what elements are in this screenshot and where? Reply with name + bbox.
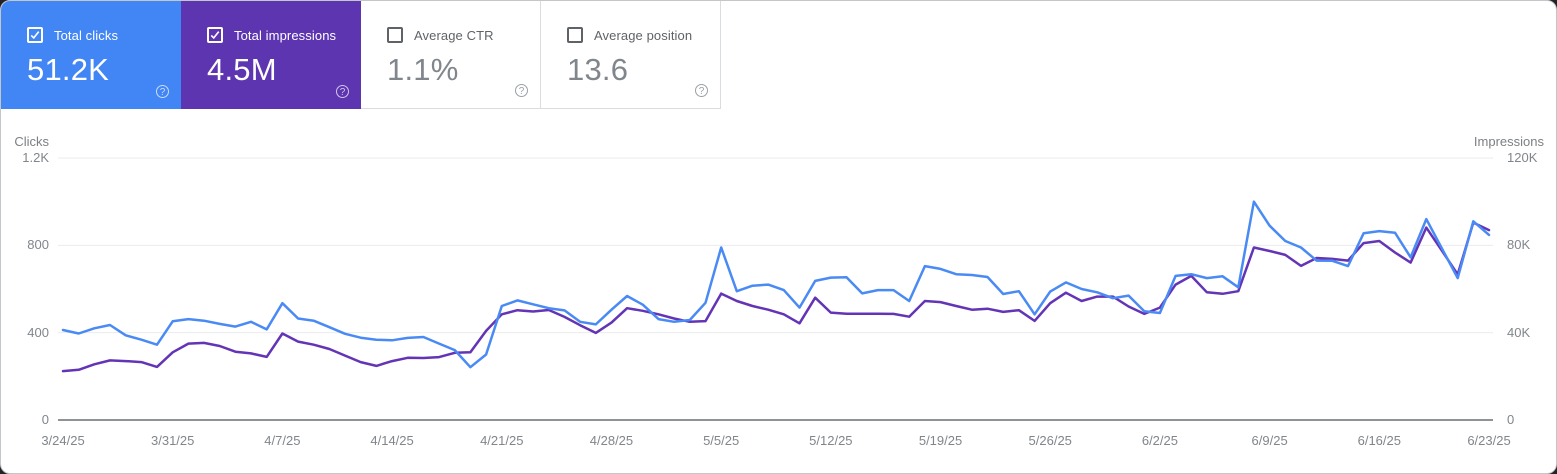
date-tick-label: 5/26/25 (1028, 433, 1072, 448)
metric-card-label: Average position (594, 27, 693, 43)
date-tick-label: 5/5/25 (703, 433, 740, 448)
date-tick-label: 6/9/25 (1251, 433, 1288, 448)
date-tick-label: 3/31/25 (151, 433, 195, 448)
date-tick-label: 6/23/25 (1467, 433, 1511, 448)
date-tick-label: 4/14/25 (370, 433, 414, 448)
performance-chart[interactable]: Clicks Impressions 1.2K 120K 800 80K 400 40K 0… (1, 109, 1557, 474)
metric-cards: Total clicks 51.2K ? Total impressions 4… (1, 1, 721, 109)
help-icon[interactable]: ? (156, 85, 169, 98)
metric-card-value: 4.5M (207, 52, 277, 87)
total-impressions-line[interactable] (61, 221, 1491, 373)
metric-card-value: 1.1% (387, 52, 459, 87)
date-tick-label: 4/21/25 (480, 433, 524, 448)
total-clicks-line[interactable] (61, 200, 1491, 369)
help-icon[interactable]: ? (695, 84, 708, 97)
right-axis-tick-label: 80K (1507, 237, 1531, 253)
metric-card-average-ctr[interactable]: Average CTR 1.1% ? (361, 1, 541, 109)
metric-card-value: 13.6 (567, 52, 629, 87)
right-axis-tick-label: 40K (1507, 324, 1531, 340)
left-axis-tick-label: 800 (27, 237, 49, 253)
date-tick-label: 6/16/25 (1357, 433, 1401, 448)
checkbox-checked-icon[interactable] (27, 27, 43, 43)
left-axis-tick-label: 0 (41, 412, 49, 427)
checkbox-checked-icon[interactable] (207, 27, 223, 43)
checkbox-unchecked-icon[interactable] (567, 27, 583, 43)
date-tick-label: 6/2/25 (1141, 433, 1178, 448)
metric-card-header: Total clicks (1, 1, 181, 43)
left-axis-tick-label: 400 (27, 324, 49, 340)
chart-plot-area[interactable] (1, 109, 1557, 474)
help-icon[interactable]: ? (515, 84, 528, 97)
metric-card-average-position[interactable]: Average position 13.6 ? (541, 1, 721, 109)
date-tick-label: 4/7/25 (264, 433, 301, 448)
metric-card-header: Average position (541, 1, 720, 43)
left-axis-title: Clicks (14, 134, 49, 149)
metric-card-value: 51.2K (27, 52, 110, 87)
metric-card-total-impressions[interactable]: Total impressions 4.5M ? (181, 1, 361, 109)
right-axis-title: Impressions (1473, 134, 1544, 149)
right-axis-tick-label: 0 (1507, 412, 1515, 427)
metric-card-header: Average CTR (361, 1, 540, 43)
date-tick-label: 4/28/25 (589, 433, 634, 448)
metric-card-total-clicks[interactable]: Total clicks 51.2K ? (1, 1, 181, 109)
date-tick-label: 5/19/25 (918, 433, 963, 448)
date-tick-label: 5/12/25 (809, 433, 853, 448)
left-axis-tick-label: 1.2K (22, 150, 49, 165)
metric-card-label: Total impressions (234, 27, 337, 43)
metric-card-header: Total impressions (181, 1, 361, 43)
metric-card-label: Average CTR (414, 27, 494, 43)
checkbox-unchecked-icon[interactable] (387, 27, 403, 43)
right-axis-tick-label: 120K (1507, 150, 1538, 165)
help-icon[interactable]: ? (336, 85, 349, 98)
metric-card-label: Total clicks (54, 27, 119, 43)
date-tick-label: 3/24/25 (41, 433, 85, 448)
